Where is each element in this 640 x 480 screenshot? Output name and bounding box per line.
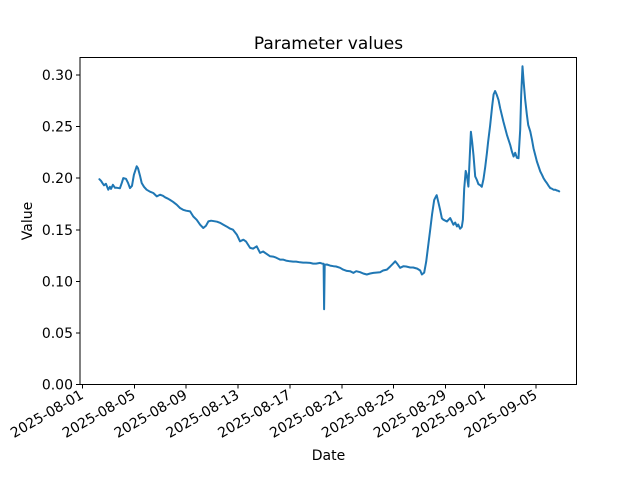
y-tick-label: 0.15 (42, 223, 73, 239)
y-axis: 0.00 0.05 0.10 0.15 0.20 0.25 0.30 (42, 68, 80, 394)
axes-frame (79, 57, 578, 385)
series-line-parameter-value (98, 65, 561, 311)
chart-title: Parameter values (253, 34, 404, 54)
x-axis-label: Date (311, 448, 346, 464)
y-tick-label: 0.05 (42, 326, 73, 342)
y-tick-label: 0.20 (42, 171, 73, 187)
y-tick-label: 0.30 (42, 68, 73, 84)
y-tick-label: 0.25 (42, 120, 73, 136)
x-axis: 2025-08-012025-08-052025-08-092025-08-13… (8, 384, 540, 442)
y-tick-label: 0.00 (42, 378, 73, 394)
y-axis-label: Value (20, 201, 36, 241)
y-tick-label: 0.10 (42, 274, 73, 290)
